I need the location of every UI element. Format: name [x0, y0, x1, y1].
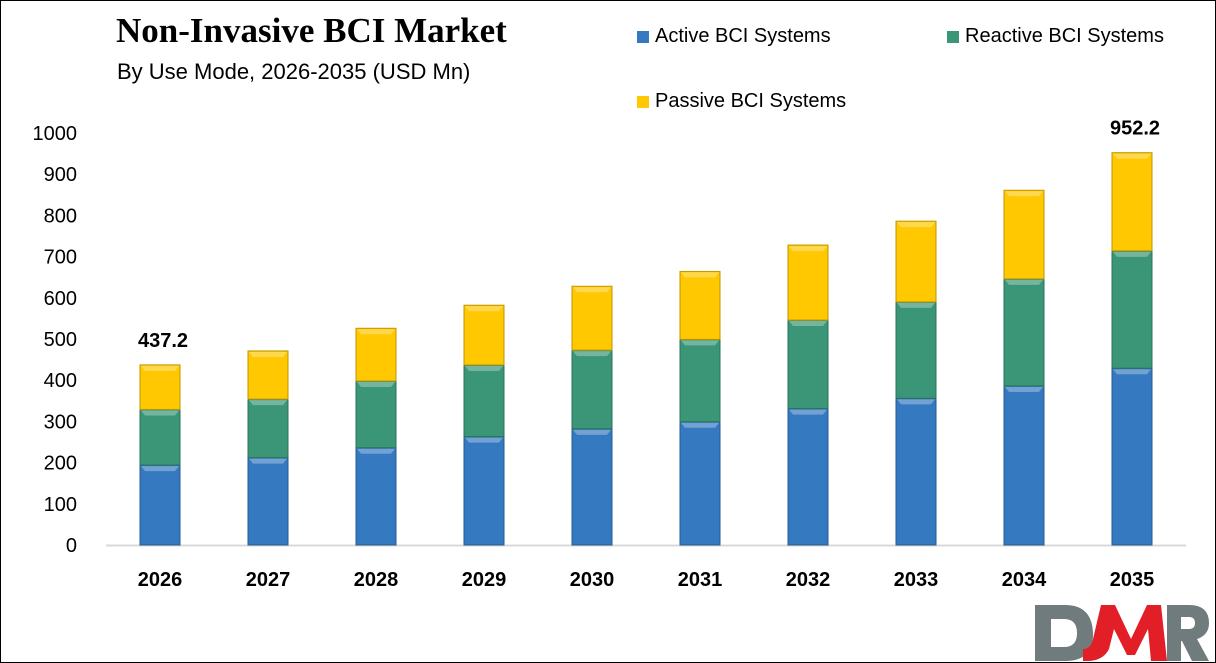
chart-title: Non-Invasive BCI Market: [116, 11, 507, 50]
bar-segment-bevel: [573, 429, 611, 435]
bar-segment-bevel: [465, 437, 503, 443]
bar-segment-reactive-bci-systems: [1111, 250, 1153, 369]
bar-segment-reactive-bci-systems: [355, 380, 397, 449]
bar-segment-active-bci-systems: [571, 428, 613, 546]
bar-segment-bevel: [1005, 191, 1043, 197]
bar-segment-bevel: [681, 272, 719, 278]
bar-segment-bevel: [357, 329, 395, 335]
legend-swatch-active: [637, 30, 649, 43]
bar-segment-active-bci-systems: [355, 447, 397, 546]
x-tick-label: 2026: [138, 569, 183, 591]
x-tick-label: 2031: [678, 569, 723, 591]
bar-segment-passive-bci-systems: [463, 304, 505, 366]
bar-segment-bevel: [465, 306, 503, 312]
bar-segment-passive-bci-systems: [1003, 189, 1045, 280]
bar-segment-bevel: [1005, 386, 1043, 392]
bar-segment-active-bci-systems: [463, 436, 505, 546]
bar-segment-active-bci-systems: [1111, 367, 1153, 546]
bar-segment-bevel: [249, 351, 287, 357]
legend-item-passive: Passive BCI Systems: [637, 90, 846, 113]
legend-label: Passive BCI Systems: [655, 90, 847, 112]
bar-segment-bevel: [1005, 279, 1043, 285]
bar-segment-bevel: [357, 448, 395, 454]
dmr-logo: [1035, 605, 1209, 661]
bar-segment-bevel: [357, 382, 395, 388]
bar-segment-bevel: [141, 466, 179, 472]
legend-label: Reactive BCI Systems: [965, 25, 1164, 47]
x-tick-label: 2030: [570, 569, 615, 591]
y-tick-label: 800: [44, 205, 77, 227]
bar-segment-active-bci-systems: [1003, 385, 1045, 546]
y-tick-label: 900: [44, 164, 77, 186]
bar-segment-reactive-bci-systems: [787, 319, 829, 410]
bar-segment-passive-bci-systems: [895, 220, 937, 303]
bar-segment-passive-bci-systems: [355, 327, 397, 382]
y-tick-label: 200: [44, 453, 77, 475]
bar-segment-bevel: [789, 246, 827, 252]
bar-segment-active-bci-systems: [895, 397, 937, 546]
x-tick-label: 2034: [1002, 569, 1047, 591]
data-label-total: 952.2: [1110, 118, 1160, 140]
bar-segment-bevel: [1113, 153, 1151, 159]
legend-swatch-reactive: [947, 30, 959, 43]
bar-segment-bevel: [789, 409, 827, 415]
bar-segment-passive-bci-systems: [139, 364, 181, 410]
x-tick-label: 2028: [354, 569, 399, 591]
y-tick-label: 600: [44, 288, 77, 310]
y-tick-label: 400: [44, 370, 77, 392]
bar-segment-passive-bci-systems: [571, 285, 613, 351]
bar-segment-active-bci-systems: [679, 421, 721, 546]
bar-segment-passive-bci-systems: [679, 270, 721, 340]
bar-segment-passive-bci-systems: [247, 350, 289, 400]
bar-segment-active-bci-systems: [787, 408, 829, 546]
data-label-total: 437.2: [138, 330, 188, 352]
x-tick-label: 2027: [246, 569, 291, 591]
bar-segment-reactive-bci-systems: [1003, 278, 1045, 387]
bar-segment-reactive-bci-systems: [895, 301, 937, 399]
y-tick-label: 0: [66, 535, 77, 557]
legend-item-active: Active BCI Systems: [637, 25, 831, 48]
bar-segment-reactive-bci-systems: [571, 349, 613, 430]
bar-segment-reactive-bci-systems: [247, 398, 289, 459]
bar-segment-bevel: [1113, 251, 1151, 257]
y-tick-label: 500: [44, 329, 77, 351]
x-tick-label: 2033: [894, 569, 939, 591]
y-tick-label: 100: [44, 494, 77, 516]
bar-segment-bevel: [681, 340, 719, 346]
bar-segment-bevel: [897, 222, 935, 228]
bar-segment-bevel: [789, 321, 827, 327]
bar-segment-active-bci-systems: [139, 464, 181, 546]
chart-subtitle: By Use Mode, 2026-2035 (USD Mn): [117, 59, 471, 84]
bar-segment-passive-bci-systems: [787, 244, 829, 321]
bar-segment-passive-bci-systems: [1111, 152, 1153, 252]
y-tick-label: 1000: [33, 123, 78, 145]
y-tick-label: 300: [44, 411, 77, 433]
x-tick-label: 2029: [462, 569, 507, 591]
bar-segment-reactive-bci-systems: [679, 338, 721, 423]
bar-segment-bevel: [573, 351, 611, 357]
bar-segment-bevel: [573, 287, 611, 293]
x-tick-label: 2035: [1110, 569, 1155, 591]
bar-segment-bevel: [141, 365, 179, 371]
bar-segment-active-bci-systems: [247, 457, 289, 546]
bar-segment-bevel: [249, 400, 287, 406]
bar-segment-bevel: [249, 458, 287, 464]
y-tick-label: 700: [44, 247, 77, 269]
bar-segment-bevel: [897, 399, 935, 405]
bar-segment-bevel: [141, 410, 179, 416]
legend-item-reactive: Reactive BCI Systems: [947, 25, 1164, 48]
bar-segment-reactive-bci-systems: [139, 408, 181, 466]
bar-segment-bevel: [681, 422, 719, 428]
bar-segment-reactive-bci-systems: [463, 364, 505, 438]
bar-segment-bevel: [897, 302, 935, 308]
bar-segment-bevel: [465, 365, 503, 371]
legend-swatch-passive: [637, 95, 649, 108]
bar-segment-bevel: [1113, 369, 1151, 375]
legend-label: Active BCI Systems: [655, 25, 831, 47]
x-tick-label: 2032: [786, 569, 831, 591]
